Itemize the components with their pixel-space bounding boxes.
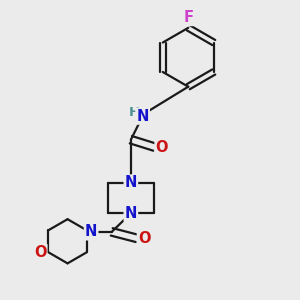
Text: H: H <box>129 106 140 119</box>
Text: O: O <box>155 140 168 154</box>
Text: O: O <box>34 245 46 260</box>
Text: N: N <box>125 176 137 190</box>
Text: N: N <box>85 224 97 239</box>
Text: N: N <box>125 206 137 221</box>
Text: F: F <box>183 10 193 25</box>
Text: N: N <box>136 109 149 124</box>
Text: O: O <box>138 231 150 246</box>
